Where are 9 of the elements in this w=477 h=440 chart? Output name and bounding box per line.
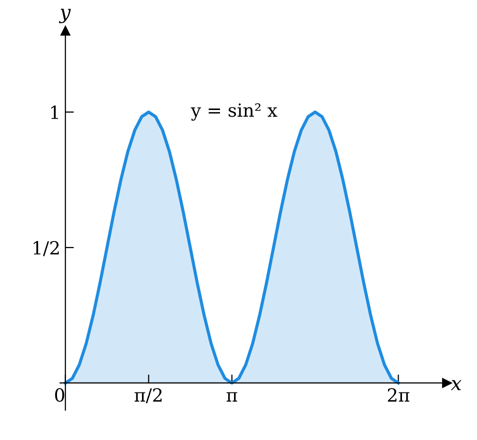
x-tick-label: 0 <box>55 388 64 402</box>
x-tick-label: 2π <box>388 388 410 402</box>
x-tick-label: π/2 <box>134 388 162 404</box>
x-axis-title: x <box>450 380 462 390</box>
y-axis-title: y <box>58 8 71 24</box>
y-tick-label: 1/2 <box>34 240 59 256</box>
x-tick-label: π <box>226 392 238 402</box>
annotation: y = sin² x <box>190 103 278 121</box>
y-tick-label: 1 <box>51 106 58 119</box>
